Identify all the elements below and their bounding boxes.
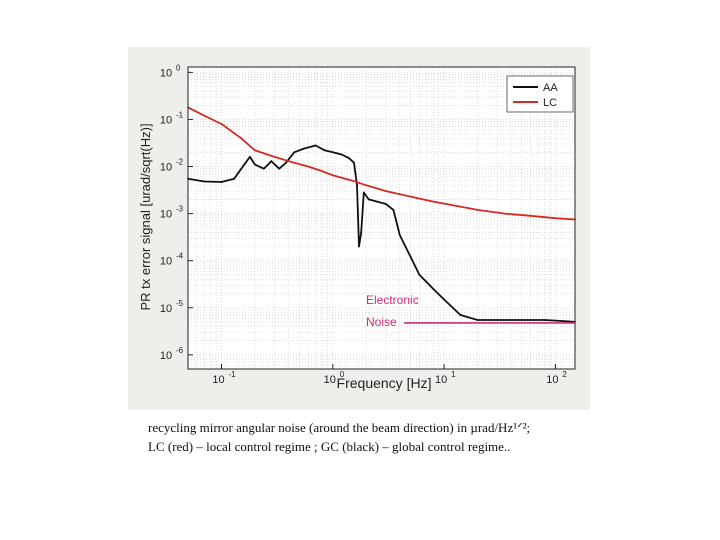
y-tick-label: 10 xyxy=(160,162,172,174)
legend: AA LC xyxy=(506,75,574,113)
y-tick-label: 10 xyxy=(160,67,172,79)
data-point-aa xyxy=(496,319,499,321)
tick-labels: 10 -1 10 0 10 1 10 2 10 -6 10 -5 10 -4 10 -3 10 -2 10 -1 10 0 xyxy=(160,63,568,386)
data-point-aa xyxy=(459,314,462,316)
data-point-aa xyxy=(356,184,358,187)
noise-spectrum-chart: 10 -1 10 0 10 1 10 2 10 -6 10 -5 10 -4 10 -3 10 -2 10 -1 10 0… xyxy=(138,63,576,391)
data-point-aa xyxy=(563,320,566,322)
annotation-layer: Electronic Noise xyxy=(366,293,575,329)
data-point-aa xyxy=(385,203,387,205)
data-point-aa xyxy=(249,156,251,158)
data-point-lc xyxy=(476,209,479,211)
data-point-aa xyxy=(331,151,334,154)
data-point-lc xyxy=(220,123,223,125)
data-point-lc xyxy=(432,200,435,203)
data-point-aa xyxy=(367,198,370,201)
data-point-aa xyxy=(285,161,287,164)
data-point-lc xyxy=(503,212,506,215)
data-point-aa xyxy=(376,200,378,203)
data-point-aa xyxy=(314,144,317,147)
caption-line-2: LC (red) – local control regime ; GC (bl… xyxy=(148,439,511,454)
data-point-aa xyxy=(443,298,445,301)
data-point-aa xyxy=(324,149,326,152)
data-point-aa xyxy=(392,209,395,211)
data-point-aa xyxy=(254,163,256,166)
data-point-aa xyxy=(418,273,421,276)
data-point-aa xyxy=(362,191,365,194)
data-point-lc xyxy=(385,190,387,193)
data-point-aa xyxy=(398,234,401,237)
data-point-aa xyxy=(220,181,223,183)
data-point-aa xyxy=(521,319,523,321)
x-tick-label: 10 xyxy=(435,374,447,386)
data-point-lc xyxy=(351,179,354,182)
caption-line-1: recycling mirror angular noise (around t… xyxy=(148,420,531,435)
x-tick-label: 10 xyxy=(212,374,224,386)
x-tick-exponent: -1 xyxy=(229,370,237,379)
x-axis-label: Frequency [Hz] xyxy=(337,375,432,391)
x-tick-exponent: 1 xyxy=(451,370,456,379)
y-tick-exponent: -3 xyxy=(176,205,184,214)
y-tick-exponent: -1 xyxy=(176,110,184,119)
data-point-lc xyxy=(409,195,412,198)
y-tick-label: 10 xyxy=(160,114,172,126)
data-point-lc xyxy=(273,156,276,158)
data-point-aa xyxy=(203,180,206,183)
data-point-lc xyxy=(365,184,368,187)
y-tick-label: 10 xyxy=(160,350,172,362)
data-point-lc xyxy=(331,174,334,177)
y-tick-label: 10 xyxy=(160,209,172,221)
data-point-lc xyxy=(293,161,296,164)
legend-label-aa: AA xyxy=(543,82,558,94)
figure-caption: recycling mirror angular noise (around t… xyxy=(148,418,708,456)
data-point-aa xyxy=(432,288,435,290)
y-tick-label: 10 xyxy=(160,256,172,268)
y-tick-exponent: -4 xyxy=(176,252,184,261)
data-point-aa xyxy=(262,167,265,170)
annotation-noise: Noise xyxy=(366,315,397,329)
data-point-aa xyxy=(293,151,296,154)
x-tick-exponent: 2 xyxy=(562,370,567,379)
data-point-aa xyxy=(360,231,363,234)
data-point-lc xyxy=(254,149,256,152)
legend-box xyxy=(506,75,574,113)
plot-frame xyxy=(187,66,576,370)
y-tick-exponent: -2 xyxy=(176,158,184,167)
data-point-lc xyxy=(452,204,454,207)
data-point-aa xyxy=(270,160,273,163)
y-tick-exponent: 0 xyxy=(176,63,181,72)
grid xyxy=(187,67,575,370)
data-point-aa xyxy=(409,256,412,258)
chart-figure: 10 -1 10 0 10 1 10 2 10 -6 10 -5 10 -4 10 -3 10 -2 10 -1 10 0… xyxy=(128,47,590,410)
data-point-lc xyxy=(203,114,206,117)
data-point-aa xyxy=(243,163,246,166)
series-layer xyxy=(187,106,576,323)
data-point-lc xyxy=(321,170,323,172)
y-tick-label: 10 xyxy=(160,303,172,315)
data-point-lc xyxy=(240,137,242,140)
data-point-lc xyxy=(529,214,532,217)
data-point-aa xyxy=(348,157,350,160)
data-point-lc xyxy=(554,217,557,220)
data-point-aa xyxy=(358,245,360,248)
x-tick-label: 10 xyxy=(324,374,336,386)
data-point-aa xyxy=(278,167,281,170)
data-point-aa xyxy=(303,147,305,150)
legend-label-lc: LC xyxy=(543,97,557,109)
y-axis-label: PR tx error signal [urad/sqrt(Hz)] xyxy=(138,123,153,310)
data-point-aa xyxy=(476,319,479,321)
data-point-aa xyxy=(353,161,355,164)
x-tick-exponent: 0 xyxy=(340,370,345,379)
data-point-aa xyxy=(233,177,236,180)
data-point-aa xyxy=(543,319,546,321)
y-tick-exponent: -5 xyxy=(176,299,184,308)
x-tick-label: 10 xyxy=(546,374,558,386)
y-tick-exponent: -6 xyxy=(176,346,184,355)
data-point-aa xyxy=(340,153,343,156)
data-point-lc xyxy=(307,165,309,168)
plot-background xyxy=(188,67,575,369)
annotation-electronic: Electronic xyxy=(366,293,419,307)
